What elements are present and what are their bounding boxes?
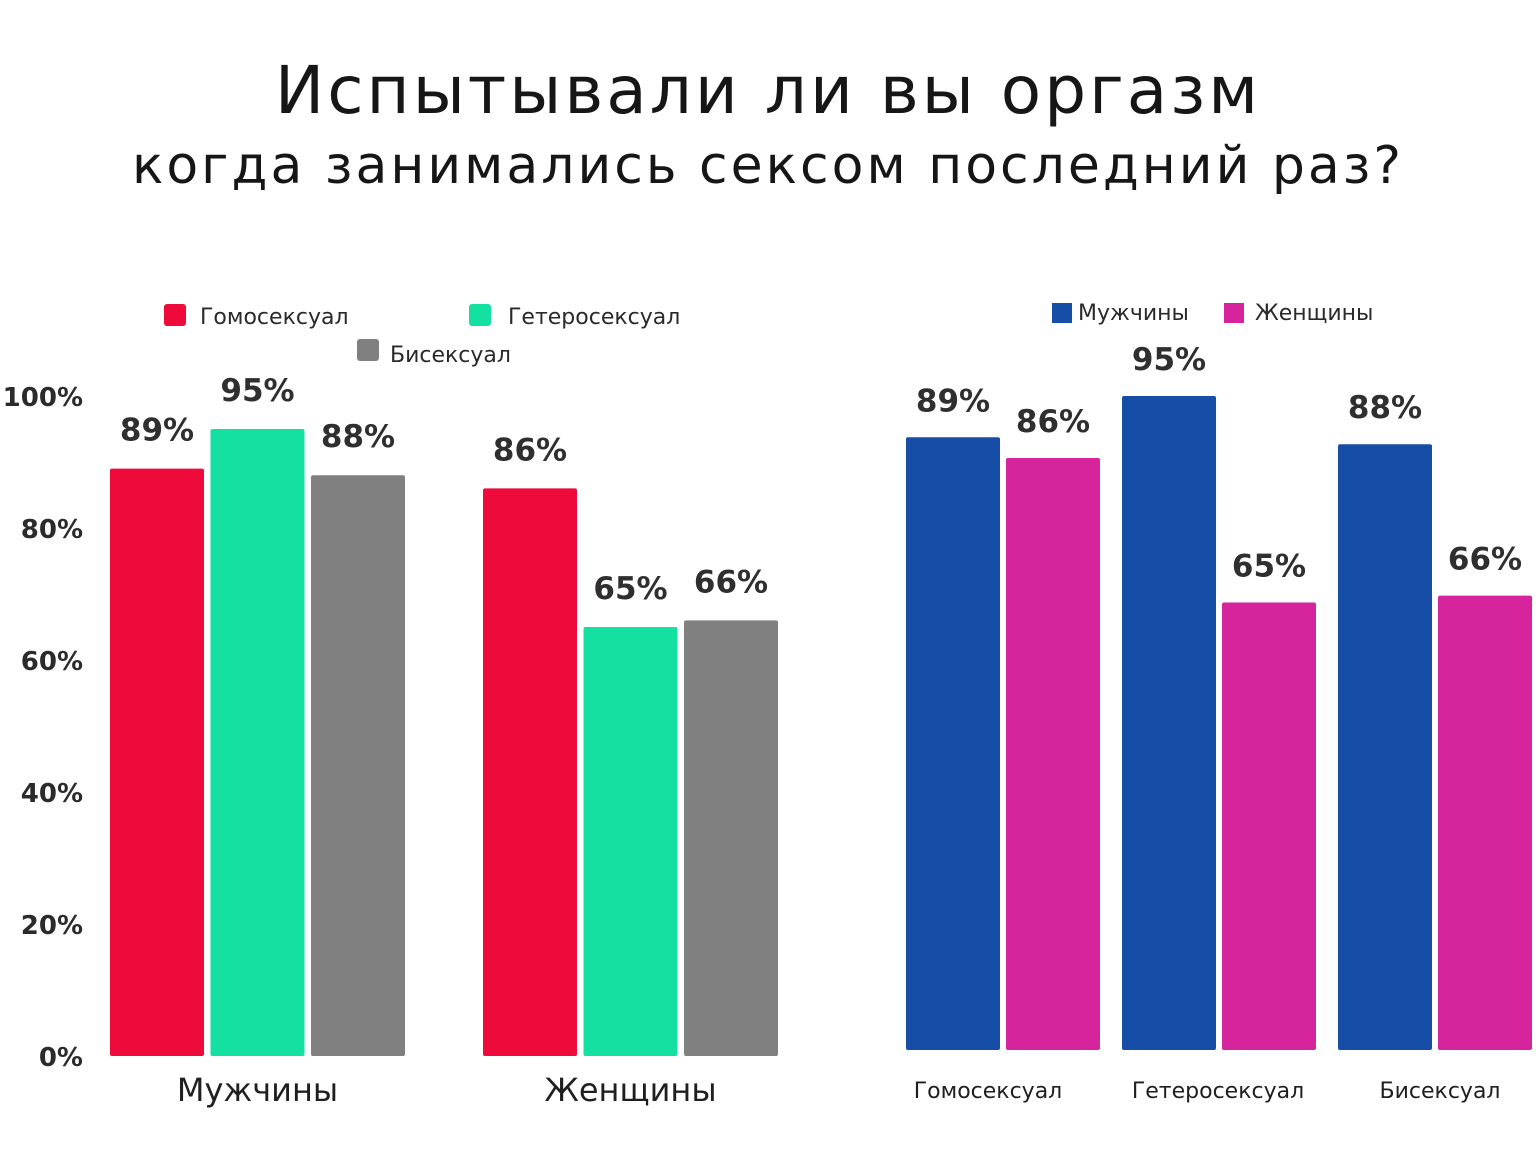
data-label: 66% (694, 564, 768, 600)
x-category-label-right-3: Бисексуал (1380, 1079, 1501, 1104)
legend-swatch-3 (357, 339, 379, 361)
bar-right-1-2 (1006, 457, 1100, 1050)
legend-swatch-right-1 (1052, 303, 1072, 323)
legend-label-2: Гетеросексуал (508, 305, 680, 330)
bar-right-3-1 (1338, 444, 1432, 1051)
y-tick-label: 100% (3, 383, 83, 413)
data-label: 95% (220, 373, 294, 409)
bar-right-1-1 (906, 437, 1000, 1050)
bar-1-2 (210, 429, 305, 1056)
y-tick-label: 40% (21, 779, 83, 809)
legend-label-3: Бисексуал (390, 343, 511, 368)
bar-right-2-2 (1222, 602, 1316, 1050)
y-tick-label: 0% (39, 1043, 83, 1073)
data-label: 65% (1232, 549, 1306, 585)
data-label: 89% (120, 413, 194, 449)
legend-label-right-1: Мужчины (1078, 301, 1189, 326)
bar-2-3 (684, 620, 778, 1056)
x-category-label-1: Мужчины (177, 1071, 338, 1109)
y-tick-label: 20% (21, 911, 83, 941)
bar-right-3-2 (1438, 595, 1532, 1050)
data-label: 66% (1448, 542, 1522, 578)
x-category-label-2: Женщины (544, 1071, 716, 1109)
bar-2-2 (583, 627, 678, 1056)
data-label: 88% (1348, 390, 1422, 426)
bar-1-3 (311, 475, 405, 1056)
chart-title-line-2: когда занимались сексом последний раз? (131, 136, 1405, 196)
legend-label-1: Гомосексуал (200, 305, 349, 330)
chart-title-line-1: Испытывали ли вы оргазм (274, 52, 1262, 129)
data-label: 89% (916, 383, 990, 419)
x-category-label-right-1: Гомосексуал (914, 1079, 1063, 1104)
x-category-label-right-2: Гетеросексуал (1132, 1079, 1304, 1104)
data-label: 86% (1016, 404, 1090, 440)
data-label: 86% (493, 432, 567, 468)
chart-by-gender: Гомосексуал Гетеросексуал Бисексуал 0% 20% 40… (3, 304, 778, 1109)
bar-1-1 (110, 468, 204, 1057)
data-label: 95% (1132, 342, 1206, 378)
bar-right-2-1 (1122, 396, 1216, 1050)
bar-2-1 (483, 488, 577, 1056)
data-label: 65% (593, 571, 667, 607)
legend-swatch-2 (469, 304, 491, 326)
data-label: 88% (321, 419, 395, 455)
y-tick-label: 60% (21, 647, 83, 677)
y-tick-label: 80% (21, 515, 83, 545)
legend-label-right-2: Женщины (1255, 301, 1373, 326)
legend-swatch-right-2 (1224, 303, 1244, 323)
legend-swatch-1 (164, 304, 186, 326)
